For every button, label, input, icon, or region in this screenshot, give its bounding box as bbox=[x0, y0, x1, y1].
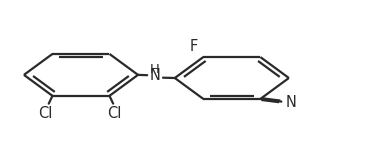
Text: N: N bbox=[286, 95, 297, 110]
Text: Cl: Cl bbox=[38, 106, 52, 121]
Text: F: F bbox=[190, 39, 198, 54]
Text: H: H bbox=[150, 63, 160, 76]
Text: N: N bbox=[149, 68, 160, 83]
Text: Cl: Cl bbox=[107, 106, 121, 121]
